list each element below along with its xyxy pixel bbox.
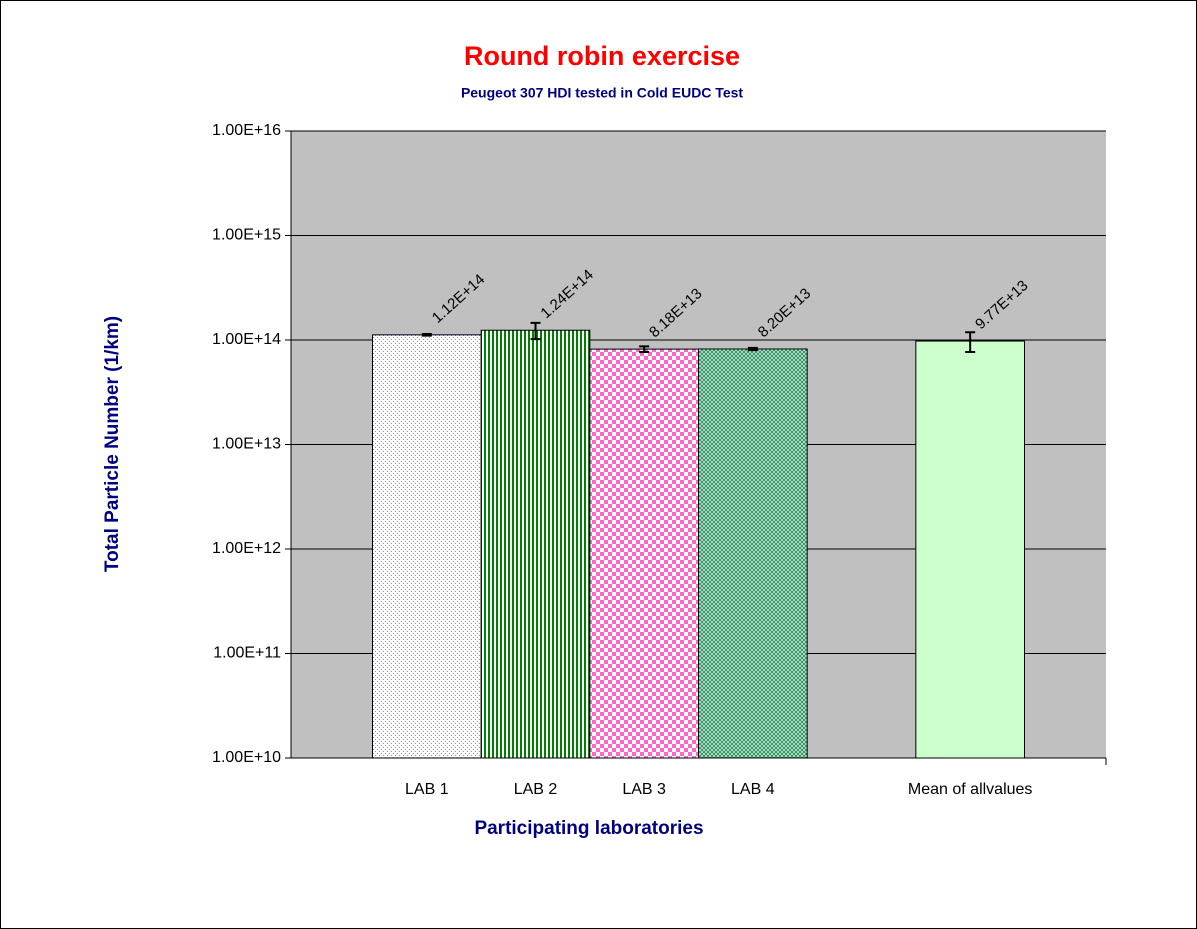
- error-bar: [530, 321, 541, 341]
- x-tick-label: LAB 4: [731, 781, 775, 798]
- bar: [480, 329, 591, 759]
- y-tick-label: 1.00E+14: [212, 331, 281, 348]
- error-bar: [639, 345, 650, 353]
- error-bar: [965, 331, 976, 354]
- bar: [915, 340, 1025, 759]
- chart-title: Round robin exercise: [464, 41, 740, 71]
- y-tick-label: 1.00E+10: [212, 749, 281, 766]
- x-tick-label: LAB 1: [405, 781, 449, 798]
- y-tick-label: 1.00E+16: [212, 122, 281, 139]
- y-tick-label: 1.00E+11: [213, 645, 281, 662]
- x-tick-label: LAB 3: [622, 781, 666, 798]
- bar: [589, 348, 699, 759]
- chart-subtitle: Peugeot 307 HDI tested in Cold EUDC Test: [461, 85, 743, 101]
- error-bar: [747, 346, 758, 352]
- x-tick-label: Mean of allvalues: [908, 781, 1033, 798]
- y-tick-label: 1.00E+13: [212, 436, 281, 453]
- bar: [698, 348, 808, 759]
- y-axis-title: Total Particle Number (1/km): [102, 316, 123, 572]
- error-bar: [421, 333, 432, 337]
- y-tick-label: 1.00E+15: [212, 227, 281, 244]
- y-tick-label: 1.00E+12: [212, 540, 281, 557]
- bar: [372, 334, 482, 759]
- x-axis-title: Participating laboratories: [474, 818, 703, 839]
- x-tick-label: LAB 2: [514, 781, 558, 798]
